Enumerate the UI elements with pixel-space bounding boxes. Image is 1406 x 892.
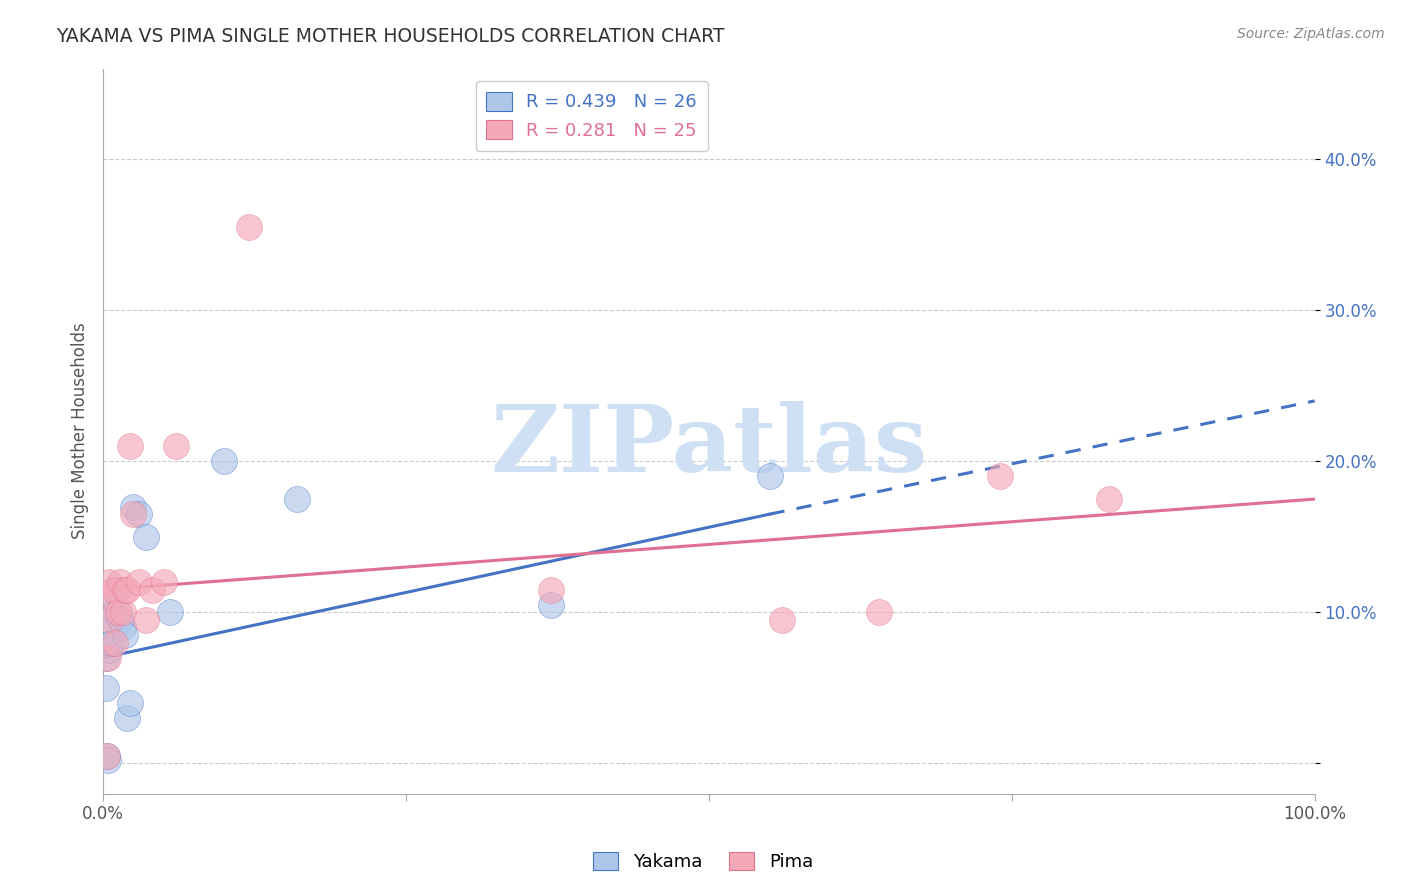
Point bbox=[94, 681, 117, 695]
Point bbox=[107, 582, 129, 597]
Point bbox=[540, 598, 562, 612]
Point bbox=[141, 582, 163, 597]
Point bbox=[105, 582, 128, 597]
Point bbox=[135, 613, 157, 627]
Point bbox=[152, 575, 174, 590]
Point bbox=[122, 500, 145, 514]
Point bbox=[135, 530, 157, 544]
Point bbox=[165, 439, 187, 453]
Point bbox=[117, 711, 139, 725]
Point bbox=[98, 643, 121, 657]
Text: Source: ZipAtlas.com: Source: ZipAtlas.com bbox=[1237, 27, 1385, 41]
Point bbox=[98, 575, 121, 590]
Point bbox=[122, 507, 145, 521]
Legend: R = 0.439   N = 26, R = 0.281   N = 25: R = 0.439 N = 26, R = 0.281 N = 25 bbox=[475, 81, 707, 151]
Point bbox=[96, 748, 118, 763]
Legend: Yakama, Pima: Yakama, Pima bbox=[586, 845, 820, 879]
Text: YAKAMA VS PIMA SINGLE MOTHER HOUSEHOLDS CORRELATION CHART: YAKAMA VS PIMA SINGLE MOTHER HOUSEHOLDS … bbox=[56, 27, 724, 45]
Point bbox=[111, 606, 134, 620]
Point bbox=[100, 613, 122, 627]
Point bbox=[101, 606, 124, 620]
Point bbox=[988, 469, 1011, 483]
Point bbox=[758, 469, 780, 483]
Point bbox=[104, 606, 127, 620]
Point bbox=[868, 606, 890, 620]
Point bbox=[128, 507, 150, 521]
Point bbox=[104, 635, 127, 649]
Point bbox=[214, 454, 236, 468]
Point bbox=[128, 575, 150, 590]
Point bbox=[114, 628, 136, 642]
Point bbox=[108, 613, 131, 627]
Point bbox=[770, 613, 793, 627]
Point bbox=[96, 748, 118, 763]
Point bbox=[94, 650, 117, 665]
Point bbox=[114, 582, 136, 597]
Point bbox=[97, 754, 120, 768]
Point bbox=[97, 650, 120, 665]
Point bbox=[111, 620, 134, 634]
Point bbox=[100, 635, 122, 649]
Point bbox=[238, 220, 260, 235]
Point bbox=[108, 575, 131, 590]
Point bbox=[101, 582, 124, 597]
Point bbox=[1098, 492, 1121, 507]
Point bbox=[540, 582, 562, 597]
Point bbox=[100, 591, 122, 605]
Point bbox=[118, 439, 141, 453]
Point bbox=[108, 606, 131, 620]
Point bbox=[118, 696, 141, 710]
Point bbox=[159, 606, 181, 620]
Point bbox=[107, 606, 129, 620]
Point bbox=[285, 492, 308, 507]
Point bbox=[100, 635, 122, 649]
Y-axis label: Single Mother Households: Single Mother Households bbox=[72, 323, 89, 540]
Point bbox=[103, 613, 125, 627]
Point bbox=[117, 582, 139, 597]
Text: ZIPatlas: ZIPatlas bbox=[491, 401, 928, 491]
